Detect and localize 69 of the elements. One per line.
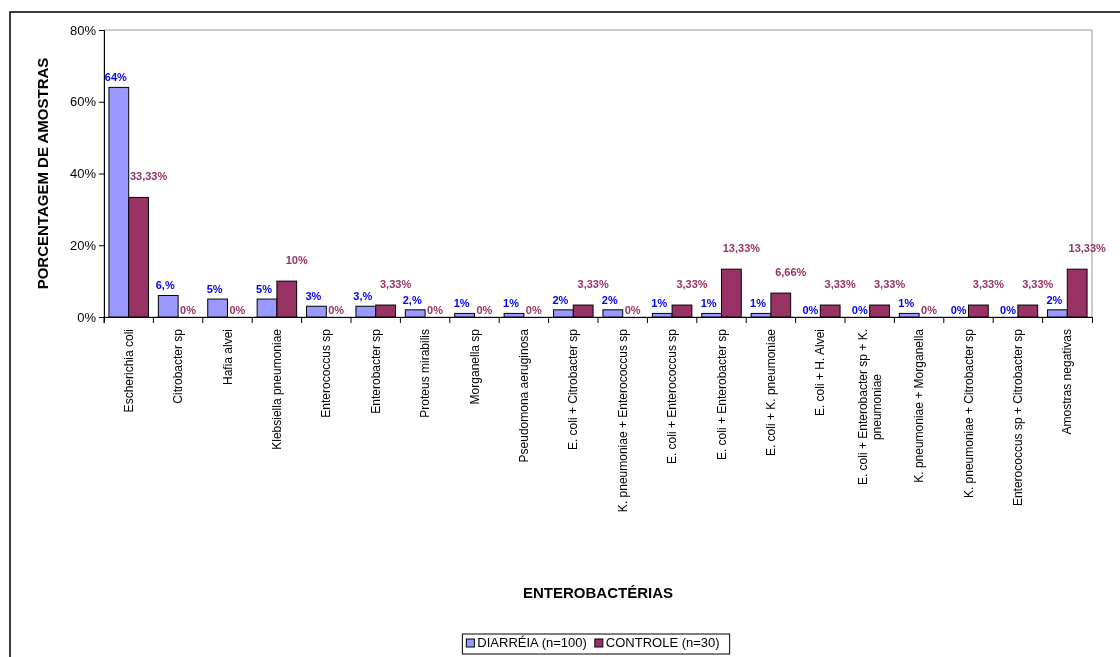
data-label: 0%: [624, 304, 641, 316]
data-label: 0%: [1000, 304, 1017, 316]
data-label: 13,33%: [722, 242, 761, 255]
x-tick-label: Klebsiella pneumoniae: [269, 328, 284, 450]
data-label: 1%: [898, 297, 915, 310]
x-tick-label: K. pneumoniae + Enterococcus sp: [615, 328, 630, 513]
legend-label: CONTROLE (n=30): [605, 635, 720, 650]
y-tick-label: 60%: [69, 94, 97, 110]
data-label: 0%: [476, 304, 493, 316]
data-label: 6,%: [155, 279, 175, 292]
data-label: 0%: [950, 304, 967, 316]
data-label: 2%: [1046, 293, 1063, 306]
y-tick-label: 40%: [69, 166, 97, 182]
data-label: 3,33%: [676, 278, 708, 291]
data-label: 2,%: [402, 293, 422, 306]
x-tick-label: Enterococcus sp + Citrobacter sp: [1010, 328, 1025, 507]
data-label: 1%: [503, 297, 520, 310]
data-label: 0%: [851, 304, 868, 316]
data-label: 0%: [921, 304, 938, 316]
y-tick-label: 0%: [77, 309, 97, 325]
x-tick-label: E. coli + Enterobacter sp: [714, 328, 729, 461]
data-label: 3,33%: [972, 278, 1005, 291]
x-tick-label: Citrobacter sp: [171, 328, 186, 404]
data-label: 0%: [427, 304, 444, 316]
x-tick-label: Enterobacter sp: [368, 328, 383, 414]
data-label: 1%: [700, 297, 717, 310]
data-label: 0%: [525, 304, 542, 316]
data-label: 0%: [229, 304, 246, 316]
data-label: 3,33%: [577, 278, 609, 291]
y-tick-label: 80%: [69, 22, 97, 38]
data-label: 3,33%: [873, 278, 906, 291]
data-label: 33,33%: [129, 170, 168, 183]
x-tick-label: Amostras negativas: [1060, 329, 1075, 435]
x-tick-label: K. pneumoniae + Citrobacter sp: [961, 328, 976, 499]
x-tick-label: Enterococcus sp: [319, 328, 334, 418]
x-axis-title: ENTEROBACTÉRIAS: [522, 584, 674, 601]
x-tick-label: K. pneumoniae + Morganella: [912, 328, 927, 483]
x-tick-label: Proteus mirabilis: [418, 329, 433, 418]
data-label: 0%: [180, 304, 197, 316]
x-tick-label: E. coli + Enterococcus sp: [665, 328, 680, 465]
data-label: 3,33%: [1022, 278, 1054, 291]
data-label: 2%: [601, 293, 618, 306]
data-label: 1%: [750, 297, 767, 310]
data-label: 2%: [552, 293, 569, 306]
x-tick-label: Escherichia coli: [121, 329, 136, 413]
data-label: 5%: [256, 283, 273, 296]
data-label: 1%: [651, 297, 668, 310]
x-tick-label: Hafia alvei: [220, 329, 235, 386]
data-label: 3,33%: [379, 278, 412, 291]
x-tick-label: Pseudomona aeruginosa: [516, 328, 531, 463]
data-label: 6,66%: [775, 266, 807, 279]
y-axis-title: PORCENTAGEM DE AMOSTRAS: [34, 57, 51, 290]
legend-label: DIARRÉIA (n=100): [477, 635, 587, 650]
y-tick-label: 20%: [69, 237, 97, 253]
x-tick-label: E. coli + Citrobacter sp: [566, 328, 581, 451]
x-tick-label: E. coli + K. pneumoniae: [763, 328, 778, 457]
data-label: 0%: [328, 304, 345, 316]
x-tick-label: E. coli + H. Alvei: [813, 329, 828, 417]
data-label: 5%: [206, 283, 223, 296]
data-label: 3,%: [353, 290, 373, 303]
data-label: 1%: [453, 297, 470, 310]
x-tick-label: E. coli + Enterobacter sp + K. pneumoniae: [855, 329, 884, 486]
data-label: 3%: [305, 290, 322, 303]
data-label: 3,33%: [824, 278, 856, 291]
x-tick-label: Morganella sp: [467, 328, 482, 405]
data-label: 0%: [802, 304, 819, 316]
data-label: 64%: [104, 71, 128, 84]
data-label: 10%: [285, 254, 308, 267]
data-label: 13,33%: [1068, 242, 1107, 255]
